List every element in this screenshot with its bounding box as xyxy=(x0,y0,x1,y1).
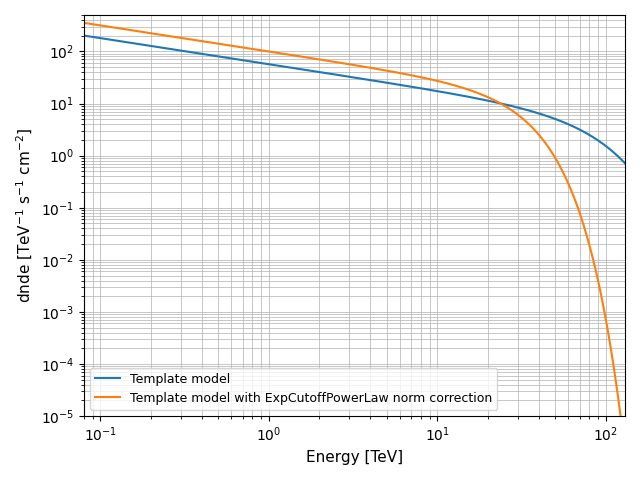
Template model with ExpCutoffPowerLaw norm correction xyxy=(473,90,481,96)
Template model with ExpCutoffPowerLaw norm correction xyxy=(80,20,88,26)
Template model xyxy=(332,72,340,78)
Legend: Template model, Template model with ExpCutoffPowerLaw norm correction: Template model, Template model with ExpC… xyxy=(90,368,497,410)
Template model xyxy=(537,111,545,117)
Template model xyxy=(138,42,146,48)
Line: Template model with ExpCutoffPowerLaw norm correction: Template model with ExpCutoffPowerLaw no… xyxy=(84,23,640,480)
Y-axis label: dnde [TeV$^{-1}$ s$^{-1}$ cm$^{-2}$]: dnde [TeV$^{-1}$ s$^{-1}$ cm$^{-2}$] xyxy=(15,128,35,303)
Template model with ExpCutoffPowerLaw norm correction xyxy=(312,56,319,62)
Template model with ExpCutoffPowerLaw norm correction xyxy=(138,29,146,35)
Template model xyxy=(80,33,88,38)
Line: Template model: Template model xyxy=(84,36,640,208)
Template model xyxy=(527,108,534,114)
X-axis label: Energy [TeV]: Energy [TeV] xyxy=(306,450,403,465)
Template model with ExpCutoffPowerLaw norm correction xyxy=(527,123,534,129)
Template model with ExpCutoffPowerLaw norm correction xyxy=(332,59,340,65)
Template model xyxy=(473,96,481,101)
Template model with ExpCutoffPowerLaw norm correction xyxy=(537,134,545,140)
Template model xyxy=(312,69,319,74)
